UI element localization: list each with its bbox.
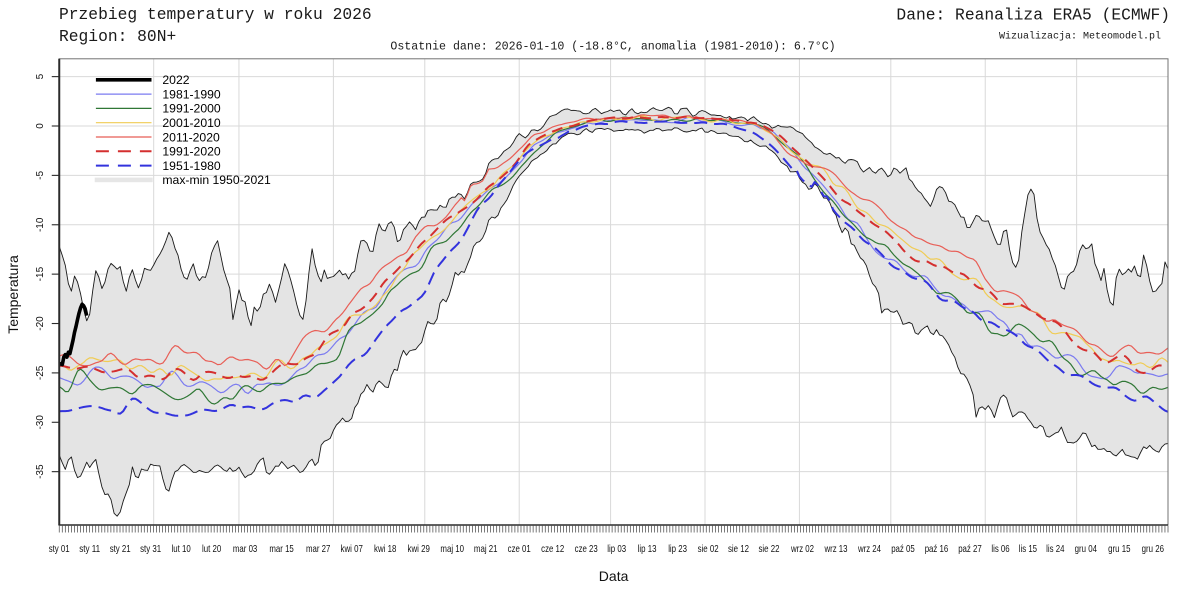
svg-text:1981-1990: 1981-1990: [162, 87, 221, 101]
svg-text:Data: Data: [599, 568, 629, 584]
svg-text:kwi 29: kwi 29: [408, 544, 431, 555]
svg-text:-20: -20: [35, 316, 46, 331]
svg-text:sie 02: sie 02: [698, 544, 719, 555]
svg-text:Wizualizacja: Meteomodel.pl: Wizualizacja: Meteomodel.pl: [999, 31, 1161, 43]
svg-text:cze 01: cze 01: [508, 544, 531, 555]
svg-text:-35: -35: [35, 464, 46, 479]
svg-text:kwi 07: kwi 07: [341, 544, 364, 555]
svg-text:mar 03: mar 03: [233, 544, 258, 555]
svg-text:2022: 2022: [162, 73, 189, 87]
svg-text:sty 21: sty 21: [110, 544, 131, 555]
svg-text:lut 10: lut 10: [172, 544, 191, 555]
svg-text:sie 12: sie 12: [728, 544, 749, 555]
svg-text:1991-2000: 1991-2000: [162, 102, 221, 116]
svg-text:sty 31: sty 31: [140, 544, 161, 555]
svg-text:Region: 80N+: Region: 80N+: [59, 27, 176, 46]
svg-text:-10: -10: [35, 217, 46, 232]
svg-text:-5: -5: [35, 171, 46, 180]
svg-text:1991-2020: 1991-2020: [162, 145, 221, 159]
svg-text:sie 22: sie 22: [759, 544, 780, 555]
svg-text:2011-2020: 2011-2020: [162, 130, 220, 144]
svg-text:lip 03: lip 03: [607, 544, 626, 555]
svg-text:gru 04: gru 04: [1075, 544, 1098, 555]
svg-text:mar 27: mar 27: [306, 544, 331, 555]
svg-text:Dane: Reanaliza ERA5 (ECMWF): Dane: Reanaliza ERA5 (ECMWF): [896, 6, 1170, 25]
svg-text:sty 11: sty 11: [79, 544, 100, 555]
svg-text:lis 06: lis 06: [991, 544, 1010, 555]
svg-text:-25: -25: [35, 365, 46, 380]
svg-text:sty 01: sty 01: [49, 544, 70, 555]
svg-text:lip 13: lip 13: [638, 544, 657, 555]
svg-text:wrz 02: wrz 02: [790, 544, 814, 555]
svg-text:wrz 24: wrz 24: [857, 544, 881, 555]
svg-text:1951-1980: 1951-1980: [162, 159, 221, 173]
svg-text:lut 20: lut 20: [202, 544, 221, 555]
svg-text:lip 23: lip 23: [668, 544, 687, 555]
svg-text:Temperatura: Temperatura: [5, 255, 21, 334]
svg-text:-15: -15: [35, 266, 46, 281]
svg-text:maj 10: maj 10: [440, 544, 464, 555]
svg-text:0: 0: [35, 123, 46, 129]
svg-text:max-min 1950-2021: max-min 1950-2021: [162, 173, 271, 187]
svg-text:gru 26: gru 26: [1142, 544, 1165, 555]
svg-text:Ostatnie dane: 2026-01-10 (-18: Ostatnie dane: 2026-01-10 (-18.8°C, anom…: [390, 41, 835, 54]
svg-text:paź 05: paź 05: [891, 544, 915, 555]
svg-text:maj 21: maj 21: [474, 544, 498, 555]
svg-text:paź 27: paź 27: [958, 544, 982, 555]
svg-text:cze 12: cze 12: [541, 544, 564, 555]
svg-text:-30: -30: [35, 415, 46, 430]
svg-text:kwi 18: kwi 18: [374, 544, 397, 555]
svg-text:lis 15: lis 15: [1019, 544, 1038, 555]
svg-text:paź 16: paź 16: [925, 544, 949, 555]
svg-text:mar 15: mar 15: [269, 544, 294, 555]
svg-text:5: 5: [35, 73, 46, 79]
svg-text:Przebieg temperatury w roku 20: Przebieg temperatury w roku 2026: [59, 5, 372, 24]
svg-text:gru 15: gru 15: [1108, 544, 1131, 555]
svg-text:2001-2010: 2001-2010: [162, 116, 221, 130]
svg-text:wrz 13: wrz 13: [824, 544, 848, 555]
svg-text:lis 24: lis 24: [1046, 544, 1065, 555]
svg-text:cze 23: cze 23: [575, 544, 598, 555]
